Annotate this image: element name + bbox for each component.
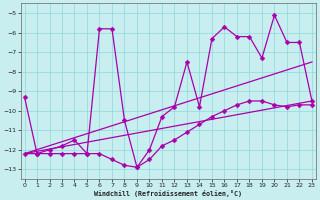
X-axis label: Windchill (Refroidissement éolien,°C): Windchill (Refroidissement éolien,°C)	[94, 190, 242, 197]
